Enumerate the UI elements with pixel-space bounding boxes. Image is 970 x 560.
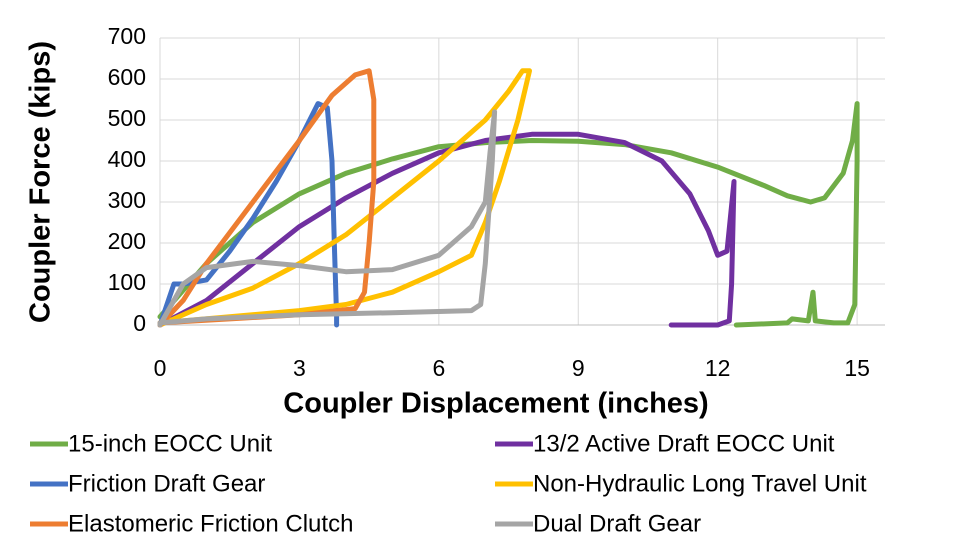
series-line [157,109,498,328]
y-tick-label: 200 [108,228,146,254]
y-tick-label: 400 [108,146,146,172]
series-line [157,101,860,328]
y-tick-label: 300 [108,187,146,213]
y-tick-label: 700 [108,23,146,49]
y-tick-label: 100 [108,269,146,295]
x-tick-label: 15 [844,355,870,381]
x-tick-label: 6 [432,355,445,381]
series-line [157,131,737,328]
y-tick-label: 0 [133,310,146,336]
legend-label: 15-inch EOCC Unit [68,430,272,457]
legend-label: Friction Draft Gear [68,470,265,497]
legend-label: Dual Draft Gear [533,510,701,537]
y-tick-label: 600 [108,64,146,90]
x-tick-label: 9 [572,355,585,381]
y-tick-label: 500 [108,105,146,131]
y-axis-title: Coupler Force (kips) [25,41,57,323]
x-tick-label: 12 [705,355,731,381]
x-tick-label: 3 [293,355,306,381]
x-axis-title: Coupler Displacement (inches) [283,388,708,420]
x-tick-label: 0 [154,355,167,381]
legend-label: Elastomeric Friction Clutch [68,510,353,537]
legend-label: Non-Hydraulic Long Travel Unit [533,470,867,497]
legend-label: 13/2 Active Draft EOCC Unit [533,430,835,457]
